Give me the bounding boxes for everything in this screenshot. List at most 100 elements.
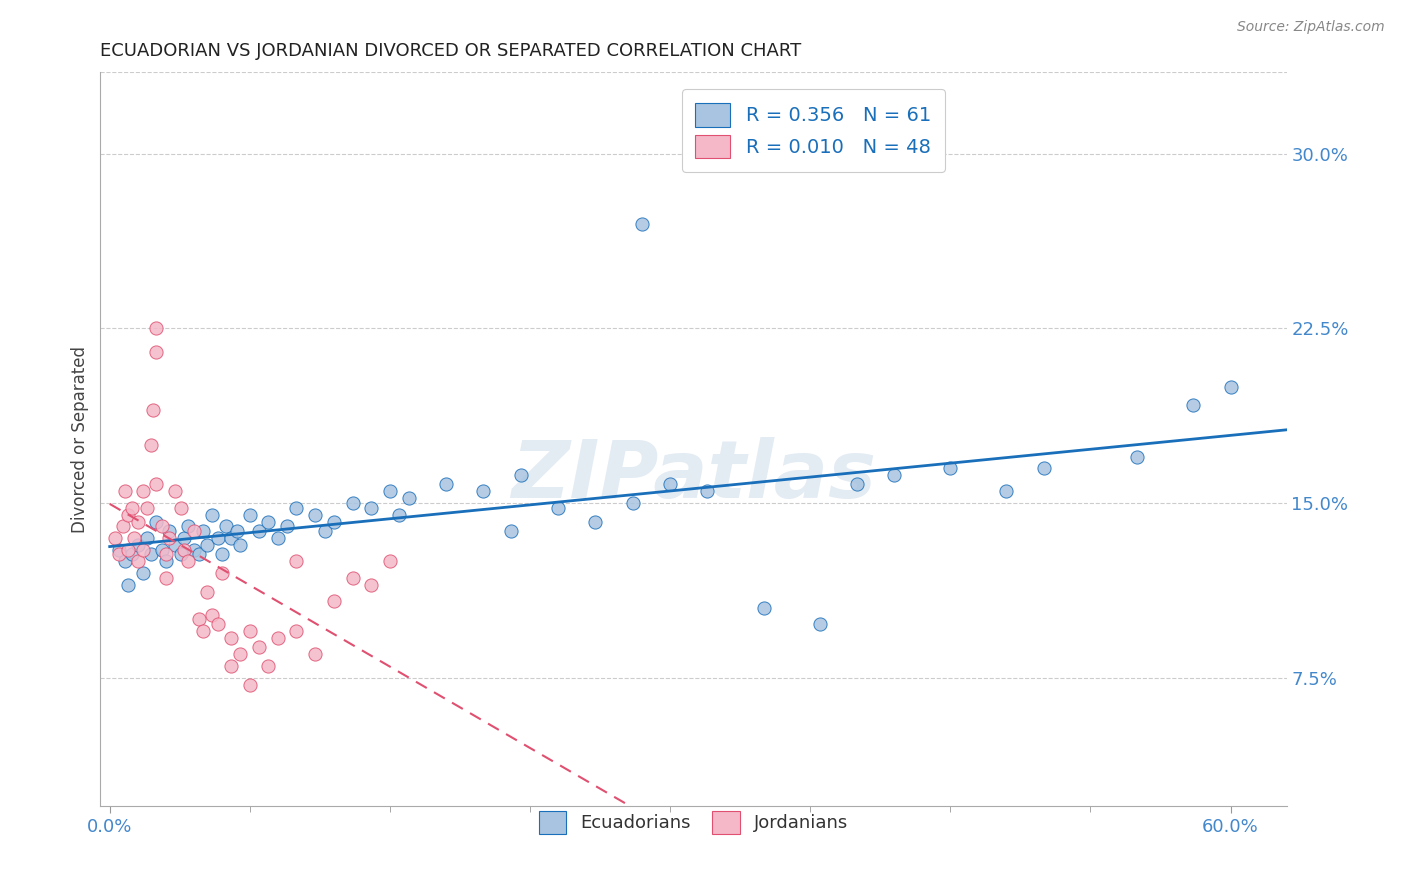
Point <box>583 515 606 529</box>
Text: Source: ZipAtlas.com: Source: ZipAtlas.com <box>1237 20 1385 34</box>
Point <box>1032 461 1054 475</box>
Point <box>127 515 149 529</box>
Point <box>304 508 326 522</box>
Point <box>136 500 159 515</box>
Point <box>808 617 831 632</box>
Point <box>117 508 139 522</box>
Point <box>155 547 177 561</box>
Point <box>170 500 193 515</box>
Point <box>117 542 139 557</box>
Point <box>314 524 336 538</box>
Point <box>752 600 775 615</box>
Point <box>195 538 218 552</box>
Point <box>142 403 165 417</box>
Point <box>104 531 127 545</box>
Point <box>247 640 270 655</box>
Point <box>696 484 718 499</box>
Point <box>188 612 211 626</box>
Point <box>108 542 131 557</box>
Point <box>360 500 382 515</box>
Point <box>139 547 162 561</box>
Point <box>155 571 177 585</box>
Point <box>159 531 181 545</box>
Point <box>150 519 173 533</box>
Point <box>155 554 177 568</box>
Point <box>214 519 236 533</box>
Point <box>145 477 167 491</box>
Point <box>195 584 218 599</box>
Point <box>183 542 205 557</box>
Point <box>267 531 290 545</box>
Point <box>883 468 905 483</box>
Point <box>136 531 159 545</box>
Point <box>139 438 162 452</box>
Point <box>659 477 682 491</box>
Point <box>121 547 143 561</box>
Point <box>267 631 290 645</box>
Point <box>378 484 401 499</box>
Point <box>170 547 193 561</box>
Point <box>219 659 242 673</box>
Point <box>547 500 569 515</box>
Point <box>165 538 187 552</box>
Point <box>239 508 262 522</box>
Point <box>111 519 134 533</box>
Point <box>132 566 155 580</box>
Point <box>145 515 167 529</box>
Point <box>211 547 233 561</box>
Point <box>173 542 195 557</box>
Point <box>177 554 200 568</box>
Point <box>177 519 200 533</box>
Point <box>257 515 280 529</box>
Point <box>159 524 181 538</box>
Point <box>219 531 242 545</box>
Point <box>207 531 229 545</box>
Point <box>995 484 1018 499</box>
Point <box>114 484 136 499</box>
Point <box>342 571 364 585</box>
Point <box>132 542 155 557</box>
Point <box>191 624 214 639</box>
Point <box>472 484 495 499</box>
Point <box>276 519 298 533</box>
Point <box>1219 380 1241 394</box>
Point <box>509 468 531 483</box>
Legend: Ecuadorians, Jordanians: Ecuadorians, Jordanians <box>527 801 859 845</box>
Point <box>501 524 523 538</box>
Point <box>378 554 401 568</box>
Point <box>145 321 167 335</box>
Point <box>1182 398 1205 412</box>
Point <box>127 554 149 568</box>
Point <box>388 508 411 522</box>
Point <box>117 577 139 591</box>
Point <box>322 594 344 608</box>
Point <box>285 554 308 568</box>
Point <box>191 524 214 538</box>
Point <box>434 477 457 491</box>
Point <box>145 344 167 359</box>
Point <box>304 648 326 662</box>
Point <box>219 631 242 645</box>
Point <box>132 484 155 499</box>
Point <box>845 477 868 491</box>
Point <box>239 624 262 639</box>
Point <box>322 515 344 529</box>
Point <box>342 496 364 510</box>
Point <box>165 484 187 499</box>
Point <box>201 508 224 522</box>
Point <box>173 531 195 545</box>
Point <box>398 491 420 506</box>
Point <box>225 524 247 538</box>
Point <box>114 554 136 568</box>
Point <box>621 496 644 510</box>
Point <box>257 659 280 673</box>
Text: ZIPatlas: ZIPatlas <box>510 437 876 515</box>
Point <box>247 524 270 538</box>
Point <box>183 524 205 538</box>
Point <box>150 542 173 557</box>
Point <box>939 461 962 475</box>
Point <box>211 566 233 580</box>
Point <box>631 217 654 231</box>
Point <box>188 547 211 561</box>
Point <box>229 648 252 662</box>
